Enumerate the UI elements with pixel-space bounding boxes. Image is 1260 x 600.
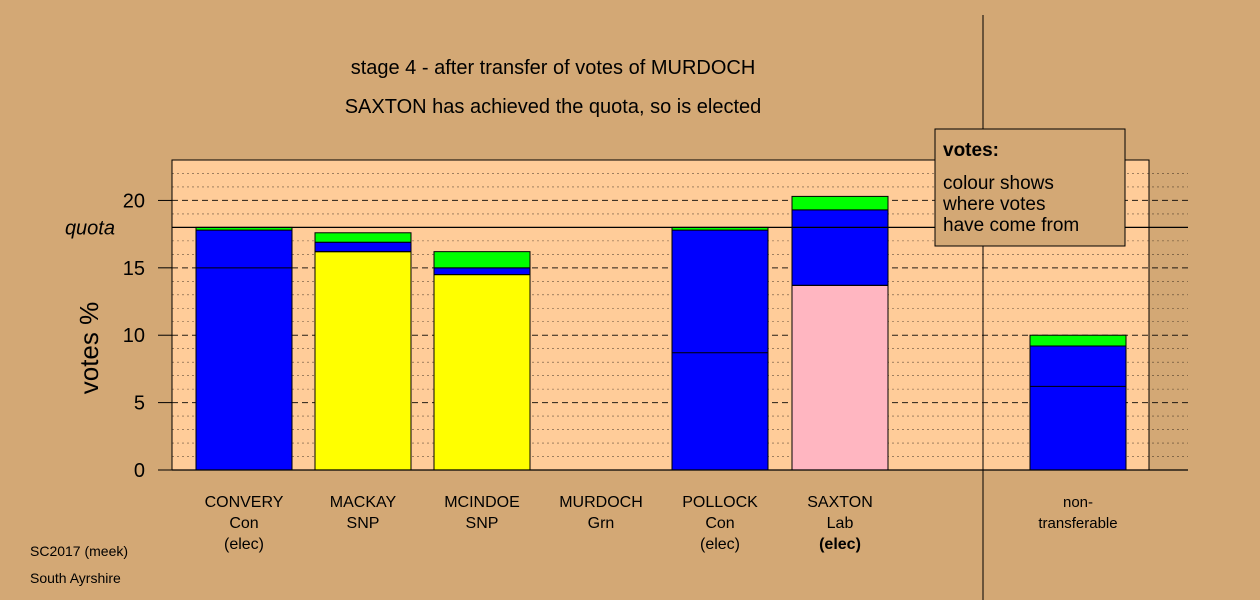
- legend-line-3: have come from: [943, 215, 1079, 236]
- bar-5-segment-2: [791, 195, 889, 211]
- y-axis: 0 5 10 15 20: [123, 190, 1188, 482]
- bar-2-segment-2: [433, 251, 531, 269]
- quota-label: quota: [65, 217, 115, 239]
- category-label-3-line-1: Grn: [588, 515, 615, 532]
- bar-6-segment-0: [1029, 345, 1127, 471]
- category-label-4-line-2: (elec): [700, 536, 740, 553]
- category-label-0-line-0: CONVERY: [205, 494, 284, 511]
- legend-line-1: colour shows: [943, 173, 1054, 194]
- y-tick-label-15: 15: [123, 258, 145, 280]
- category-label-0-line-2: (elec): [224, 536, 264, 553]
- category-label-6-line-1: transferable: [1038, 515, 1117, 532]
- legend-box: votes: colour shows where votes have com…: [934, 128, 1126, 247]
- category-label-4-line-0: POLLOCK: [682, 494, 758, 511]
- category-label-5-line-2: (elec): [819, 536, 861, 553]
- y-tick-label-10: 10: [123, 325, 145, 347]
- footer-council: South Ayrshire: [30, 570, 121, 586]
- footer-method: SC2017 (meek): [30, 543, 128, 559]
- bar-1-segment-1: [314, 241, 412, 253]
- chart-title-line-2: SAXTON has achieved the quota, so is ele…: [345, 96, 762, 118]
- bar-5-segment-0: [791, 284, 889, 471]
- category-label-1-line-0: MACKAY: [330, 494, 397, 511]
- bar-1-segment-0: [314, 251, 412, 471]
- category-label-5-line-1: Lab: [827, 515, 854, 532]
- category-label-5-line-0: SAXTON: [807, 494, 873, 511]
- y-tick-label-20: 20: [123, 190, 145, 212]
- category-label-2-line-1: SNP: [466, 515, 499, 532]
- y-tick-label-5: 5: [134, 393, 145, 415]
- legend-line-2: where votes: [942, 194, 1045, 215]
- bar-0-segment-0: [195, 229, 293, 471]
- category-label-4-line-1: Con: [705, 515, 734, 532]
- bar-6-segment-1: [1029, 334, 1127, 347]
- category-label-3-line-0: MURDOCH: [559, 494, 643, 511]
- chart-title-line-1: stage 4 - after transfer of votes of MUR…: [351, 57, 756, 79]
- bars: [172, 195, 1188, 471]
- category-label-1-line-1: SNP: [347, 515, 380, 532]
- bar-2-segment-0: [433, 274, 531, 471]
- x-axis-labels: CONVERY Con (elec) MACKAY SNP MCINDOE SNP MURDO…: [205, 494, 1118, 553]
- legend-heading: votes:: [943, 140, 999, 161]
- category-label-0-line-1: Con: [229, 515, 258, 532]
- bar-1-segment-2: [314, 232, 412, 243]
- category-label-6-line-0: non-: [1063, 494, 1093, 511]
- y-axis-label: votes %: [74, 302, 104, 395]
- bar-4-segment-0: [671, 229, 769, 471]
- legend-frame: [934, 128, 1126, 247]
- y-tick-label-0: 0: [134, 460, 145, 482]
- category-label-2-line-0: MCINDOE: [444, 494, 520, 511]
- bar-2-segment-1: [433, 267, 531, 276]
- bar-5-segment-1: [791, 209, 889, 286]
